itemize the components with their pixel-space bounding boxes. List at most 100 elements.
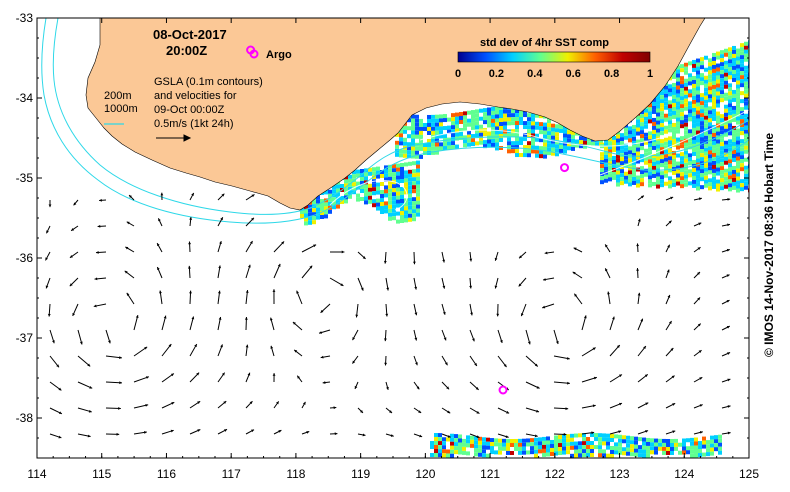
- x-tick-label: 119: [351, 467, 370, 481]
- sst-cell: [400, 219, 404, 223]
- sst-cell: [344, 183, 348, 188]
- sst-cell: [720, 62, 724, 67]
- sst-cell: [724, 184, 728, 189]
- sst-cell: [696, 70, 700, 75]
- sst-cell: [598, 441, 602, 446]
- sst-cell: [380, 170, 384, 174]
- sst-cell: [530, 446, 534, 451]
- velocity-arrow: [385, 433, 394, 437]
- sst-cell: [395, 144, 399, 149]
- sst-cell: [700, 121, 704, 126]
- velocity-arrow: [105, 381, 123, 385]
- sst-cell: [716, 55, 720, 60]
- sst-cell: [712, 88, 716, 93]
- sst-cell: [478, 436, 482, 441]
- sst-cell: [704, 119, 708, 124]
- sst-cell: [664, 89, 668, 94]
- sst-cell: [640, 122, 644, 127]
- sst-cell: [700, 185, 704, 190]
- sst-cell: [392, 176, 396, 181]
- sst-cell: [562, 442, 566, 447]
- sst-cell: [628, 170, 632, 175]
- sst-cell: [672, 130, 676, 135]
- sst-cell: [535, 145, 539, 150]
- sst-cell: [434, 445, 438, 450]
- sst-cell: [660, 151, 664, 156]
- sst-cell: [502, 442, 506, 447]
- sst-cell: [744, 133, 748, 138]
- sst-cell: [668, 136, 672, 141]
- sst-cell: [648, 131, 652, 136]
- velocity-arrow: [441, 381, 450, 390]
- sst-cell: [696, 106, 700, 111]
- sst-cell: [503, 121, 507, 126]
- velocity-arrow: [161, 401, 175, 409]
- sst-cell: [724, 152, 728, 157]
- velocity-arrow: [160, 192, 164, 201]
- sst-cell: [539, 146, 543, 151]
- sst-cell: [680, 124, 684, 129]
- sst-cell: [724, 156, 728, 161]
- sst-cell: [636, 175, 640, 180]
- sst-cell: [499, 118, 503, 123]
- sst-cell: [463, 135, 467, 140]
- sst-cell: [479, 128, 483, 133]
- sst-cell: [523, 125, 527, 130]
- sst-cell: [672, 150, 676, 155]
- sst-cell: [628, 126, 632, 131]
- sst-cell: [439, 122, 443, 127]
- sst-cell: [638, 453, 642, 458]
- sst-cell: [579, 136, 583, 141]
- sst-cell: [634, 436, 638, 441]
- sst-cell: [744, 141, 748, 146]
- sst-cell: [684, 130, 688, 135]
- sst-cell: [684, 166, 688, 171]
- velocity-arrow: [553, 432, 567, 436]
- sst-cell: [712, 152, 716, 157]
- sst-cell: [672, 182, 676, 187]
- sst-cell: [380, 210, 384, 214]
- velocity-arrow: [693, 197, 702, 201]
- sst-cell: [523, 153, 527, 158]
- sst-cell: [479, 132, 483, 137]
- sst-cell: [648, 151, 652, 156]
- sst-cell: [696, 66, 700, 71]
- sst-cell: [736, 100, 740, 105]
- sst-cell: [479, 136, 483, 141]
- sst-cell: [676, 81, 680, 86]
- sst-cell: [542, 448, 546, 453]
- sst-cell: [356, 193, 360, 198]
- y-tick-label: -33: [16, 11, 34, 25]
- sst-cell: [474, 452, 478, 457]
- sst-cell: [616, 134, 620, 139]
- velocity-arrow: [133, 403, 149, 409]
- sst-cell: [582, 453, 586, 458]
- sst-cell: [692, 179, 696, 184]
- velocity-arrow: [301, 265, 313, 279]
- sst-cell: [660, 163, 664, 168]
- sst-cell: [507, 113, 511, 118]
- sst-cell: [656, 120, 660, 125]
- sst-cell: [608, 137, 612, 142]
- sst-cell: [700, 77, 704, 82]
- sst-cell: [676, 73, 680, 78]
- velocity-arrow: [49, 433, 62, 439]
- sst-cell: [744, 169, 748, 174]
- sst-cell: [690, 449, 694, 454]
- sst-cell: [538, 441, 542, 446]
- sst-cell: [423, 142, 427, 147]
- sst-cell: [539, 122, 543, 127]
- sst-cell: [720, 58, 724, 63]
- sst-cell: [708, 98, 712, 103]
- sst-cell: [680, 92, 684, 97]
- sst-cell: [640, 138, 644, 143]
- sst-cell: [740, 183, 744, 188]
- sst-cell: [431, 130, 435, 135]
- sst-cell: [328, 197, 332, 202]
- sst-cell: [720, 146, 724, 151]
- sst-cell: [680, 184, 684, 189]
- sst-cell: [438, 449, 442, 454]
- sst-cell: [696, 118, 700, 123]
- sst-cell: [446, 449, 450, 454]
- sst-cell: [407, 134, 411, 139]
